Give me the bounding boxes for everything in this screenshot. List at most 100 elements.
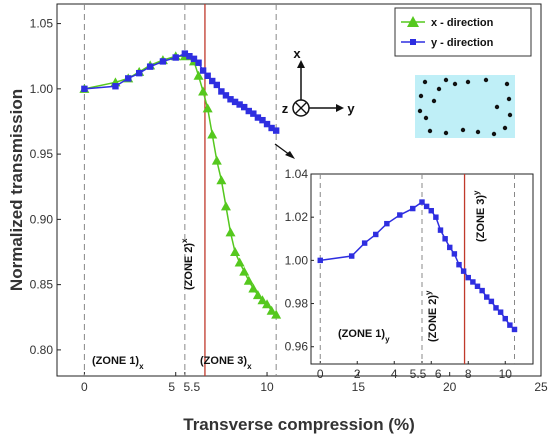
y-tick-label: 0.80 — [30, 343, 54, 357]
data-point-y-direction — [213, 81, 221, 89]
data-point-y-direction — [456, 261, 462, 268]
legend-y-marker — [410, 39, 416, 45]
data-point-y-direction — [272, 127, 280, 134]
fiber-dot — [506, 96, 512, 102]
data-point-x-direction — [234, 257, 245, 267]
inset-plot: 0 2 4 5.5 6 8 10 0.96 0.98 1.00 1.02 1.04 (ZONE 1)y… — [285, 167, 534, 381]
y-tick-label: 0.85 — [30, 278, 54, 292]
data-point-y-direction — [410, 205, 416, 212]
inset-y-tick-label: 0.98 — [285, 297, 309, 311]
fiber-cross-section — [415, 75, 515, 138]
inset-y-tick-label: 1.02 — [285, 210, 309, 224]
data-point-y-direction — [373, 231, 379, 238]
data-point-y-direction — [397, 212, 403, 218]
data-point-y-direction — [268, 124, 275, 132]
fiber-dot — [423, 115, 429, 121]
data-point-y-direction — [245, 107, 252, 115]
data-point-y-direction — [419, 199, 425, 205]
fiber-dot — [422, 79, 428, 85]
series-line-inset — [320, 201, 516, 331]
inset-x-tick-label: 0 — [317, 367, 324, 381]
data-point-y-direction — [451, 251, 458, 257]
data-point-y-direction — [442, 236, 448, 242]
axes-diagram-z-label: z — [282, 101, 289, 116]
data-point-y-direction — [460, 268, 467, 274]
y-tick-label: 0.90 — [30, 212, 54, 226]
y-tick-label: 1.05 — [30, 17, 54, 31]
data-point-x-direction — [243, 275, 254, 285]
data-point-y-direction — [209, 77, 216, 85]
data-point-y-direction — [493, 305, 499, 311]
data-point-y-direction — [423, 203, 430, 210]
data-point-y-direction — [384, 220, 390, 227]
legend: x - direction y - direction — [394, 7, 532, 57]
data-point-y-direction — [125, 75, 132, 82]
data-point-y-direction — [222, 92, 230, 99]
data-point-x-direction — [207, 129, 218, 139]
x-tick-label: 10 — [260, 380, 274, 394]
data-point-y-direction — [250, 110, 257, 117]
x-axis-title: Transverse compression (%) — [183, 415, 414, 434]
data-point-x-direction — [220, 201, 231, 211]
inset-x-tick-label: 4 — [391, 367, 398, 381]
data-point-x-direction — [198, 86, 209, 96]
data-point-y-direction — [204, 72, 211, 79]
inset-x-tick-label: 2 — [354, 367, 361, 381]
data-point-y-direction — [428, 207, 434, 214]
fiber-dot — [502, 125, 508, 131]
inset-x-tick-label: 5.5 — [410, 367, 427, 381]
data-point-y-direction — [470, 279, 476, 285]
x-tick-label: 15 — [352, 380, 366, 394]
data-point-y-direction — [190, 55, 198, 63]
x-tick-label: 5.5 — [184, 380, 201, 394]
data-point-y-direction — [263, 120, 271, 128]
axes-diagram-y-label: y — [347, 101, 355, 116]
fiber-dot — [443, 130, 449, 136]
fiber-dot — [491, 131, 497, 137]
data-point-x-direction — [211, 155, 222, 165]
data-point-y-direction — [231, 98, 239, 106]
axes-diagram-x-arrowhead — [297, 60, 305, 68]
zone1-y-label: (ZONE 1)y — [338, 328, 390, 344]
data-point-x-direction — [252, 290, 263, 300]
data-point-y-direction — [465, 274, 471, 281]
y-axis-title: Normalized transmission — [7, 89, 26, 291]
data-point-y-direction — [135, 69, 143, 77]
data-point-y-direction — [254, 114, 262, 121]
fiber-dot — [443, 77, 449, 83]
fiber-dot — [417, 108, 423, 114]
fiber-dot — [507, 112, 513, 118]
inset-x-tick-label: 6 — [435, 367, 442, 381]
legend-box — [394, 7, 532, 57]
data-point-x-direction — [202, 103, 213, 113]
main-plot-frame — [56, 3, 542, 377]
fiber-dot — [418, 93, 424, 99]
data-point-y-direction — [236, 101, 243, 108]
data-point-y-direction — [502, 315, 508, 322]
inset-pointer-arrow — [274, 143, 295, 159]
data-point-y-direction — [447, 244, 453, 251]
y-tick-label: 0.95 — [30, 147, 54, 161]
legend-y-label: y - direction — [431, 37, 494, 49]
inset-y-tick-label: 1.00 — [285, 253, 309, 267]
axes-diagram-y-arrowhead — [336, 104, 344, 112]
data-point-y-direction — [146, 63, 154, 70]
zone1-x-label: (ZONE 1)x — [92, 355, 144, 371]
fiber-dot — [494, 104, 500, 110]
data-point-x-direction — [257, 295, 268, 305]
data-point-y-direction — [241, 103, 248, 111]
data-point-y-direction — [497, 309, 504, 315]
x-tick-label: 25 — [534, 380, 548, 394]
legend-x-marker — [407, 16, 419, 27]
data-point-y-direction — [218, 88, 225, 95]
x-tick-label: 20 — [443, 380, 457, 394]
legend-x-label: x - direction — [431, 17, 494, 29]
data-point-y-direction — [259, 116, 266, 124]
zone3-x-label: (ZONE 3)x — [200, 355, 252, 371]
fiber-dot — [465, 79, 471, 85]
data-point-x-direction — [193, 70, 204, 80]
axes-diagram: x y z — [282, 46, 355, 117]
data-point-y-direction — [479, 287, 485, 294]
data-point-y-direction — [112, 83, 119, 90]
data-point-y-direction — [507, 322, 513, 328]
